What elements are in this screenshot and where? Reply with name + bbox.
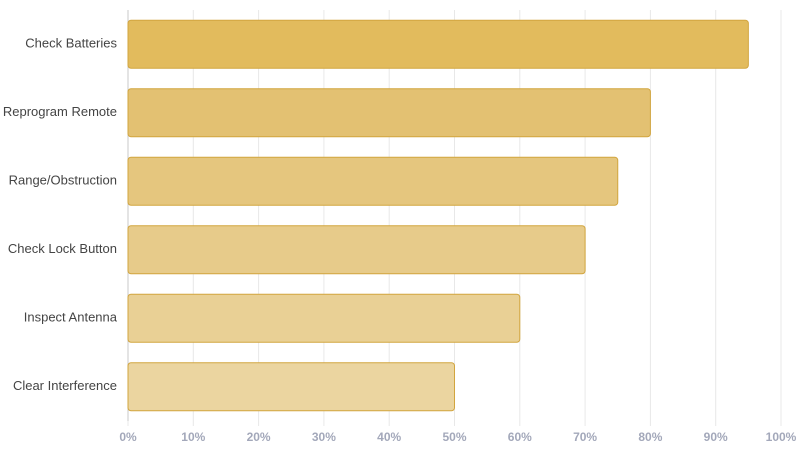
x-tick-label: 60% — [508, 430, 532, 444]
x-tick-label: 90% — [704, 430, 728, 444]
x-tick-label: 10% — [181, 430, 205, 444]
bar — [127, 88, 651, 138]
y-tick-label: Clear Interference — [13, 378, 117, 393]
bar — [127, 293, 521, 343]
x-tick-label: 30% — [312, 430, 336, 444]
x-tick-label: 40% — [377, 430, 401, 444]
y-tick-label: Reprogram Remote — [3, 104, 117, 119]
y-tick-label: Check Batteries — [25, 36, 117, 51]
x-tick-label: 100% — [766, 430, 797, 444]
x-tick-label: 20% — [247, 430, 271, 444]
y-tick-label: Check Lock Button — [8, 241, 117, 256]
x-tick-label: 50% — [442, 430, 466, 444]
bar — [127, 362, 455, 412]
y-tick-label: Inspect Antenna — [24, 310, 118, 325]
bar — [127, 225, 586, 275]
bar — [127, 156, 619, 206]
bar — [127, 19, 749, 69]
x-tick-label: 0% — [119, 430, 137, 444]
x-tick-label: 70% — [573, 430, 597, 444]
x-tick-label: 80% — [638, 430, 662, 444]
y-tick-label: Range/Obstruction — [9, 173, 117, 188]
